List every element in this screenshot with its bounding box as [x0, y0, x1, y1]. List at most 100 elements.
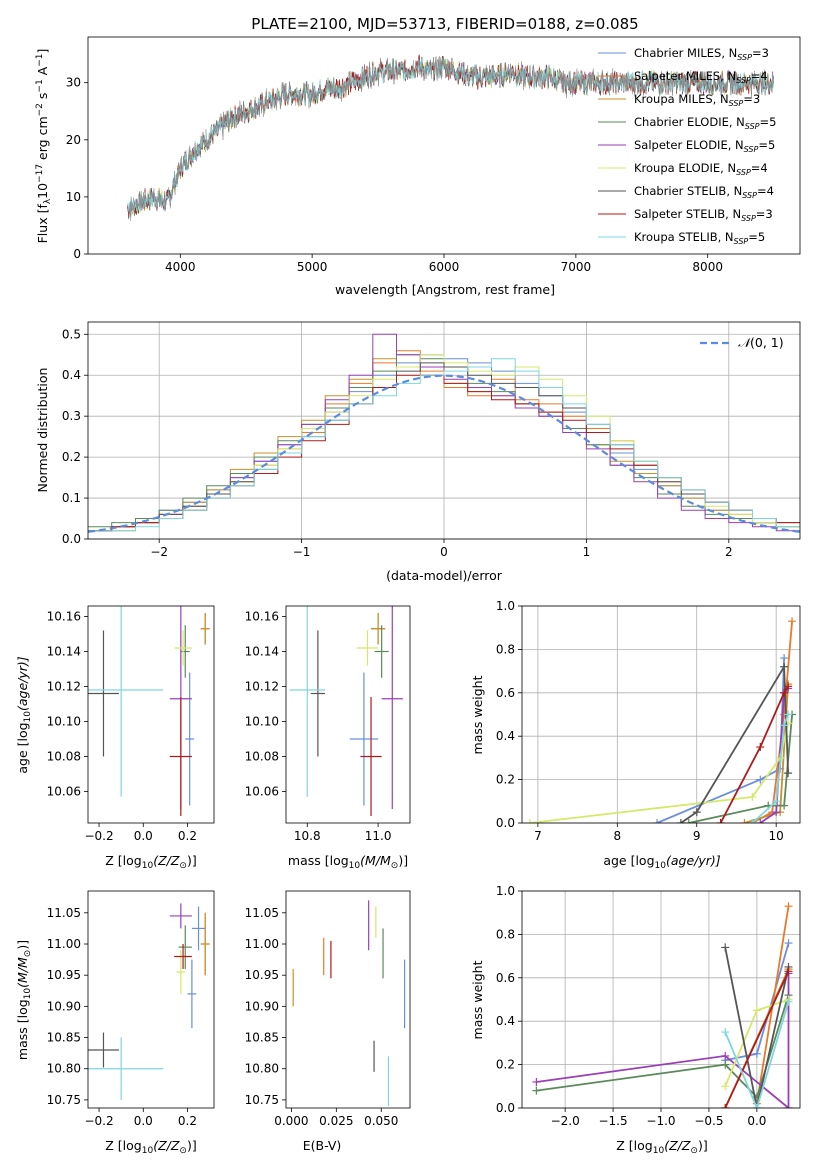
legend-label: Kroupa ELODIE, NSSP=4 [634, 161, 768, 177]
legend-label: Chabrier STELIB, NSSP=4 [634, 184, 774, 200]
error-bars [88, 606, 210, 816]
age-vs-metallicity-panel: −0.2 0.0 0.2 10.06 10.08 10.10 10.12 10.14 10.16 [47, 605, 215, 843]
ageZ-xlabel: Z [log10(Z/Z⊙)] [105, 853, 196, 871]
spectrum-lines [127, 54, 774, 221]
weight-marker [748, 792, 757, 801]
legend-sub: SSP [742, 191, 757, 200]
weight-vs-metallicity-panel: −2.0 −1.5 −1.0 −0.5 0.0 0.0 0.2 0.4 0.6 0.8 1.0 [496, 884, 801, 1128]
legend-sub: SSP [737, 53, 752, 62]
y-tick-label: 0.0 [496, 1101, 515, 1115]
x-tick-label: 0 [440, 545, 448, 559]
y-tick-label: 0.2 [62, 450, 81, 464]
legend-value: =3 [752, 46, 769, 60]
x-tick-label: 10 [769, 829, 784, 843]
residuals-xlabel: (data-model)/error [386, 568, 503, 583]
weight-marker [525, 819, 534, 823]
weight-marker [721, 1082, 730, 1091]
y-tick-label: 0 [73, 247, 81, 261]
weight-marker [772, 808, 781, 817]
x-tick-label: 0.2 [178, 829, 197, 843]
y-tick-label: 0.1 [62, 491, 81, 505]
normal-reference-curve [88, 374, 800, 533]
y-tick-label: 10.95 [245, 968, 279, 982]
weight-line [656, 658, 785, 823]
axes-frame [87, 890, 215, 1109]
weight-marker [784, 939, 793, 948]
x-tick-label: 11.0 [365, 829, 392, 843]
x-tick-label: 2 [725, 545, 733, 559]
legend-label: 𝒩(0, 1) [738, 335, 784, 350]
y-tick-label: 10.16 [245, 610, 279, 624]
x-tick-label: −0.2 [84, 829, 113, 843]
weight-marker [684, 819, 693, 823]
y-tick-label: 11.05 [47, 906, 81, 920]
x-tick-label: 8000 [692, 260, 723, 274]
age-vs-mass-panel: 10.8 11.0 10.06 10.08 10.10 10.12 10.14 10.16 [245, 605, 411, 843]
legend-name: Chabrier ELODIE, N [634, 115, 745, 129]
y-tick-label: 10.85 [47, 1031, 81, 1045]
y-tick-label: 10.12 [245, 680, 279, 694]
weight-lines [525, 617, 797, 823]
legend-sub: SSP [736, 76, 751, 85]
weight-line [724, 1001, 790, 1108]
y-tick-label: 0.4 [496, 729, 515, 743]
x-tick-label: 0.2 [178, 1114, 197, 1128]
x-tick-label: −2.0 [551, 1114, 580, 1128]
weight-marker [721, 1104, 730, 1108]
legend-label: Chabrier MILES, NSSP=3 [634, 46, 769, 62]
y-tick-label: 0.4 [496, 1014, 515, 1028]
legend-value: =4 [751, 69, 768, 83]
legend-name: Kroupa STELIB, N [634, 230, 734, 244]
x-tick-label: −1 [293, 545, 311, 559]
weight-marker [784, 769, 793, 778]
wZ-ylabel: mass weight [470, 960, 485, 1039]
x-tick-label: 0.050 [364, 1114, 398, 1128]
legend-sub: SSP [741, 214, 756, 223]
y-tick-label: 0.8 [496, 642, 515, 656]
y-tick-label: 20 [66, 133, 81, 147]
weight-line [536, 973, 790, 1108]
weight-marker [756, 743, 765, 752]
weight-marker [532, 1077, 541, 1086]
residuals-panel: −2 −1 0 1 2 0.0 0.1 0.2 0.3 0.4 0.5 𝒩(0, 1) [62, 321, 801, 559]
wZ-xlabel: Z [log10(Z/Z⊙)] [616, 1138, 707, 1156]
legend-name: Kroupa MILES, N [634, 92, 729, 106]
legend-sub: SSP [734, 237, 749, 246]
axes-frame [521, 605, 801, 824]
weight-marker [780, 721, 789, 730]
x-tick-label: 1 [583, 545, 591, 559]
x-tick-label: 0.000 [274, 1114, 308, 1128]
weight-marker [532, 1086, 541, 1095]
x-tick-label: −0.2 [84, 1114, 113, 1128]
x-tick-label: 7000 [561, 260, 592, 274]
weight-marker [780, 801, 789, 810]
y-tick-label: 0.6 [496, 971, 515, 985]
x-tick-label: −2 [150, 545, 168, 559]
legend-name: Chabrier MILES, N [634, 46, 737, 60]
mass-vs-metallicity-panel: −0.2 0.0 0.2 10.75 10.80 10.85 10.90 10.95 11.00… [47, 890, 215, 1128]
y-tick-label: 10.75 [47, 1093, 81, 1107]
y-tick-label: 10.10 [47, 715, 81, 729]
weight-marker [721, 1028, 730, 1037]
massZ-ylabel: mass [log10(M/M⊙)] [15, 940, 33, 1060]
legend-text: (0, 1) [750, 335, 784, 350]
y-tick-label: 10.80 [245, 1062, 279, 1076]
y-tick-label: 11.00 [47, 937, 81, 951]
weight-marker [784, 967, 793, 976]
y-tick-label: 11.00 [245, 937, 279, 951]
legend-value: =3 [743, 92, 760, 106]
y-tick-label: 0.3 [62, 409, 81, 423]
legend-label: Salpeter ELODIE, NSSP=5 [634, 138, 775, 154]
weight-vs-age-panel: 7 8 9 10 0.0 0.2 0.4 0.6 0.8 1.0 [496, 599, 801, 843]
y-tick-label: 10.80 [47, 1062, 81, 1076]
weight-line [751, 714, 789, 823]
x-tick-label: 8 [613, 829, 621, 843]
legend-value: =3 [756, 207, 773, 221]
weight-marker [784, 710, 793, 719]
y-tick-label: 0.2 [496, 773, 515, 787]
legend-name: Kroupa ELODIE, N [634, 161, 736, 175]
y-tick-label: 10.85 [245, 1031, 279, 1045]
error-bars [289, 606, 403, 816]
weight-marker [780, 654, 789, 663]
